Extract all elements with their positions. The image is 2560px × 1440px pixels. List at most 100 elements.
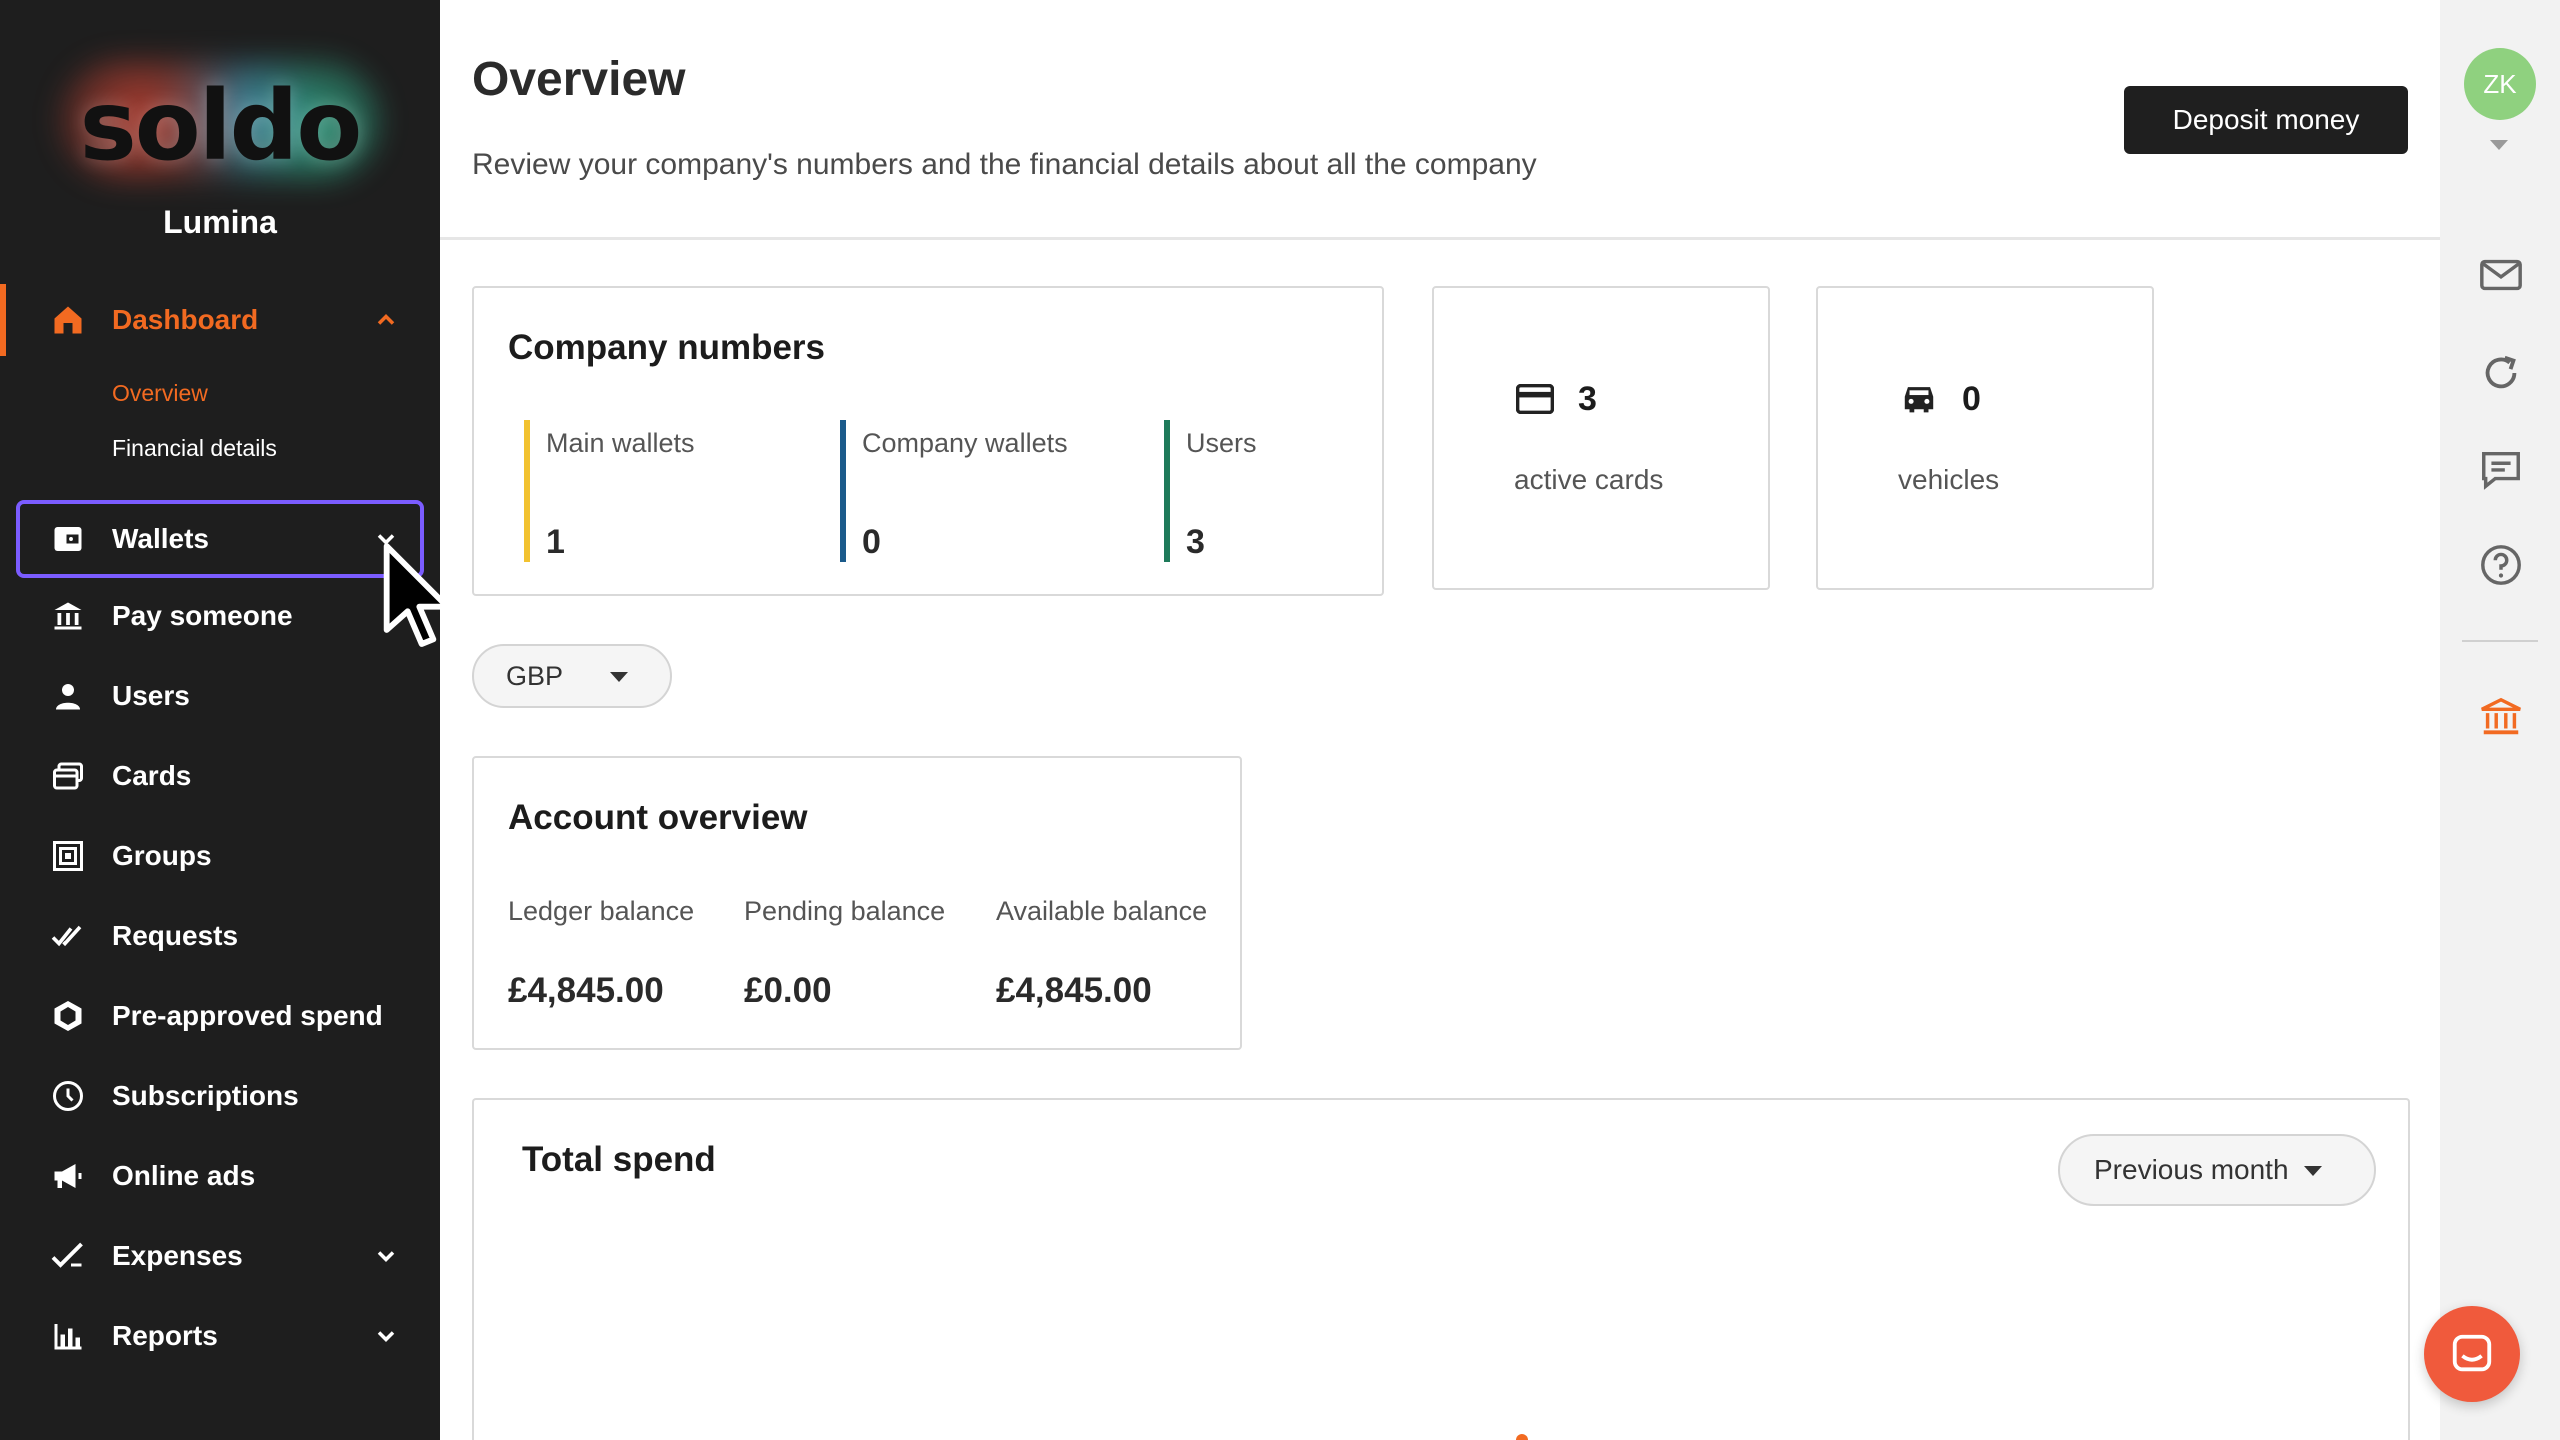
sidebar-item-label: Pay someone	[112, 600, 293, 631]
page-header: Overview Review your company's numbers a…	[440, 0, 2440, 240]
page-title: Overview	[472, 53, 686, 106]
balance-value: £4,845.00	[996, 971, 1152, 1010]
subnav-overview[interactable]: Overview	[112, 380, 208, 406]
metric-bar	[1164, 420, 1170, 562]
double-check-icon	[48, 916, 88, 956]
home-icon	[48, 300, 88, 340]
balance-label: Pending balance	[744, 896, 946, 926]
sidebar-item-label: Pre-approved spend	[112, 1000, 383, 1031]
sidebar: soldo Lumina Dashboard Overview Financia…	[0, 0, 440, 1440]
active-cards-label: active cards	[1514, 464, 1664, 495]
company-name: Lumina	[163, 204, 277, 240]
balance-value: £0.00	[744, 971, 832, 1010]
mail-icon[interactable]	[2478, 252, 2524, 298]
sidebar-item-requests[interactable]: Requests	[0, 900, 440, 972]
sidebar-item-groups[interactable]: Groups	[0, 820, 440, 892]
caret-down-icon[interactable]	[2490, 140, 2508, 150]
chevron-down-icon[interactable]	[372, 525, 400, 553]
chat-bubble-icon	[2452, 1334, 2492, 1372]
sidebar-item-cards[interactable]: Cards	[0, 740, 440, 812]
currency-value: GBP	[506, 660, 564, 691]
sidebar-item-label: Expenses	[112, 1240, 243, 1271]
hexagon-icon	[48, 996, 88, 1036]
groups-icon	[48, 836, 88, 876]
bar-chart-icon	[48, 1316, 88, 1356]
active-cards-count: 3	[1578, 380, 1597, 418]
sidebar-item-users[interactable]: Users	[0, 660, 440, 732]
metric-label: Main wallets	[546, 428, 695, 458]
vehicles-count: 0	[1962, 380, 1981, 418]
metric-main-wallets[interactable]: Main wallets 1	[508, 420, 695, 562]
metric-label: Company wallets	[862, 428, 1068, 458]
subnav-financial-details[interactable]: Financial details	[112, 435, 277, 461]
check-pen-icon	[48, 1236, 88, 1276]
metric-value: 1	[546, 523, 565, 561]
car-icon	[1904, 387, 1934, 413]
account-overview-title: Account overview	[508, 798, 808, 837]
balance-value: £4,845.00	[508, 971, 664, 1010]
vehicles-card[interactable]: 0 vehicles	[1816, 286, 2154, 590]
page-subtitle: Review your company's numbers and the fi…	[472, 148, 1537, 181]
sidebar-item-label: Groups	[112, 840, 212, 871]
chevron-up-icon[interactable]	[372, 306, 400, 334]
chat-icon[interactable]	[2478, 446, 2524, 492]
period-value: Previous month	[2094, 1154, 2289, 1185]
chevron-down-icon[interactable]	[372, 1242, 400, 1270]
metric-bar	[840, 420, 846, 562]
ledger-balance: Ledger balance £4,845.00	[508, 896, 694, 1011]
clock-icon	[48, 1076, 88, 1116]
refresh-icon[interactable]	[2478, 350, 2524, 396]
sidebar-item-label: Wallets	[112, 523, 209, 554]
sidebar-item-wallets[interactable]: Wallets	[16, 500, 424, 578]
chevron-down-icon[interactable]	[372, 1322, 400, 1350]
account-overview-card: Account overview Ledger balance £4,845.0…	[472, 756, 1242, 1050]
total-spend-title: Total spend	[522, 1140, 716, 1179]
pending-balance: Pending balance £0.00	[744, 896, 945, 1011]
sidebar-item-label: Dashboard	[112, 304, 259, 335]
cards-icon	[48, 756, 88, 796]
deposit-money-button[interactable]: Deposit money	[2124, 86, 2408, 154]
sidebar-item-dashboard[interactable]: Dashboard	[0, 284, 440, 356]
sidebar-item-reports[interactable]: Reports	[0, 1300, 440, 1372]
chart-point	[1516, 1434, 1528, 1440]
user-icon	[48, 676, 88, 716]
logo-text: soldo	[79, 70, 363, 182]
help-icon[interactable]	[2478, 542, 2524, 588]
metric-label: Users	[1186, 428, 1257, 458]
available-balance: Available balance £4,845.00	[996, 896, 1207, 1011]
period-select[interactable]: Previous month	[2058, 1134, 2376, 1206]
sidebar-item-pre-approved-spend[interactable]: Pre-approved spend	[0, 980, 440, 1052]
sidebar-item-label: Reports	[112, 1320, 218, 1351]
metric-users[interactable]: Users 3	[1148, 420, 1257, 562]
balance-label: Available balance	[996, 896, 1208, 926]
caret-down-icon	[610, 672, 628, 682]
metric-bar	[524, 420, 530, 562]
sidebar-item-online-ads[interactable]: Online ads	[0, 1140, 440, 1212]
currency-select[interactable]: GBP	[472, 644, 672, 708]
company-numbers-title: Company numbers	[508, 328, 825, 367]
mouse-cursor-icon	[383, 543, 451, 647]
sidebar-item-label: Online ads	[112, 1160, 256, 1191]
sidebar-item-pay-someone[interactable]: Pay someone	[0, 580, 440, 652]
sidebar-item-expenses[interactable]: Expenses	[0, 1220, 440, 1292]
credit-card-icon	[1516, 384, 1554, 414]
wallet-icon	[48, 519, 88, 559]
active-cards-card[interactable]: 3 active cards	[1432, 286, 1770, 590]
total-spend-card: Total spend Previous month	[472, 1098, 2410, 1440]
bank-icon[interactable]	[2478, 694, 2524, 740]
avatar[interactable]: ZK	[2464, 48, 2536, 120]
sidebar-item-label: Subscriptions	[112, 1080, 299, 1111]
metric-value: 3	[1186, 523, 1205, 561]
right-rail: ZK	[2440, 0, 2560, 1440]
sidebar-item-label: Requests	[112, 920, 239, 951]
chat-launcher-button[interactable]	[2424, 1306, 2520, 1402]
balance-label: Ledger balance	[508, 896, 695, 926]
divider	[2462, 640, 2538, 642]
sidebar-item-subscriptions[interactable]: Subscriptions	[0, 1060, 440, 1132]
bank-transfer-icon	[48, 596, 88, 636]
company-numbers-card: Company numbers Main wallets 1 Company w…	[472, 286, 1384, 596]
metric-company-wallets[interactable]: Company wallets 0	[824, 420, 1068, 562]
sidebar-item-label: Users	[112, 680, 190, 711]
sidebar-item-label: Cards	[112, 760, 192, 791]
vehicles-label: vehicles	[1898, 464, 2000, 495]
